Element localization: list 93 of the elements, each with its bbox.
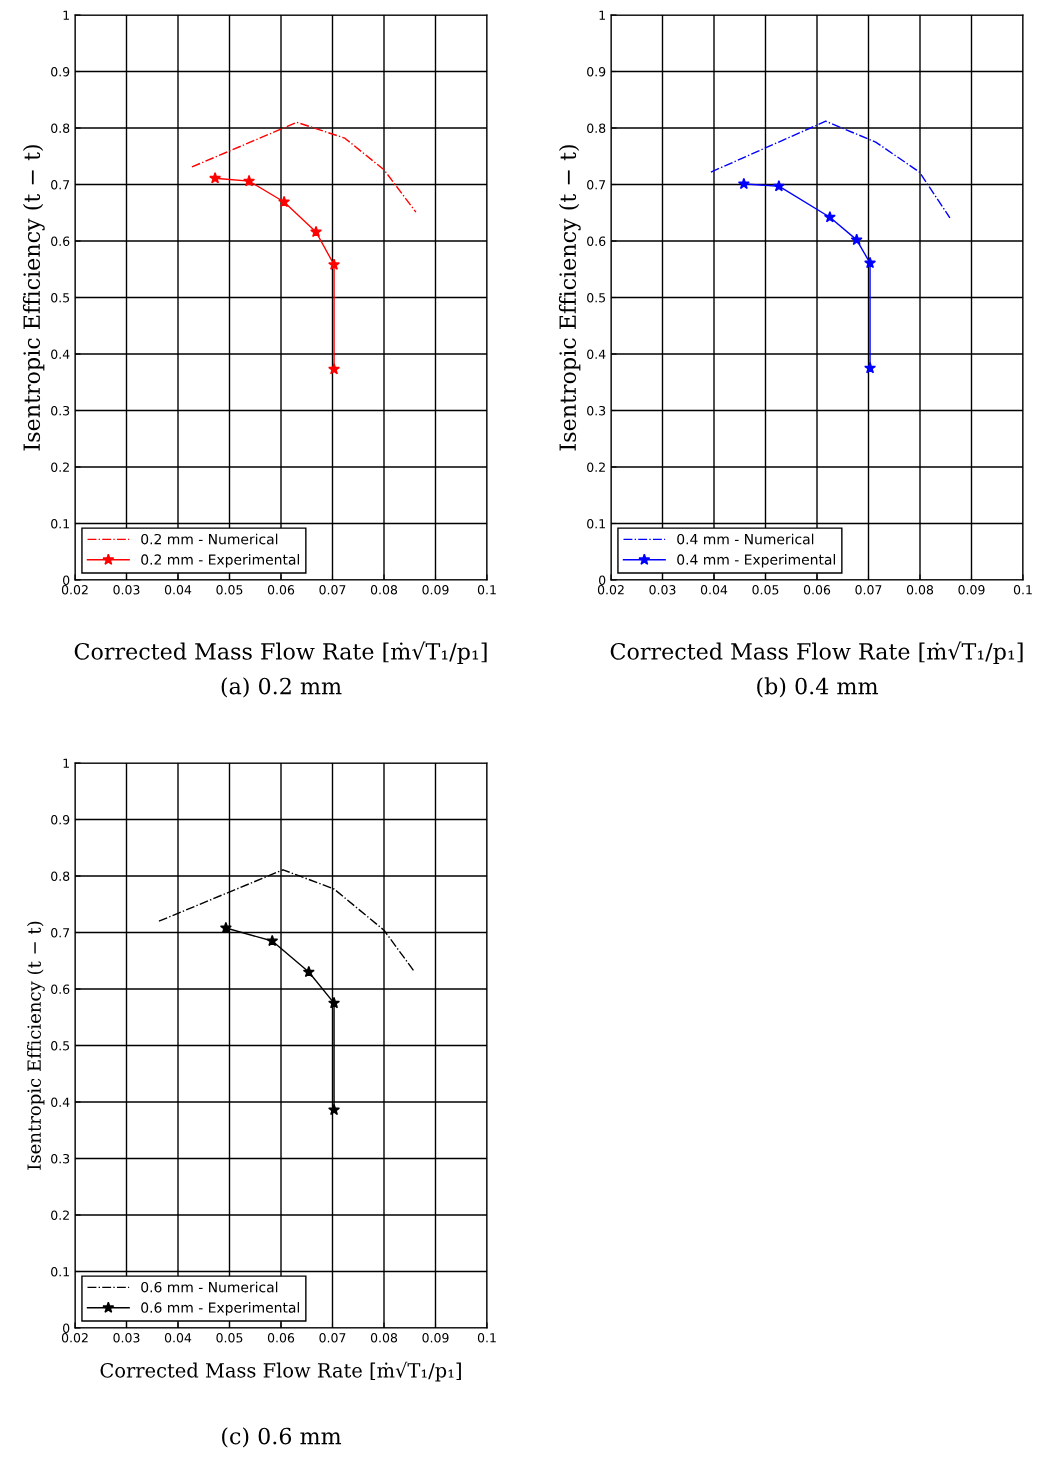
- y-tick-label: 0.2: [51, 1210, 69, 1220]
- y-tick-label: 0.5: [51, 1040, 70, 1051]
- x-axis-title: Corrected Mass Flow Rate [ṁ√T₁/p₁]: [100, 1361, 461, 1382]
- y-axis-title: Isentropic Efficiency (t − t): [558, 145, 581, 451]
- x-tick-label: 0.1: [477, 585, 496, 595]
- y-tick-label: 0.1: [51, 518, 69, 529]
- y-tick-label: 0.9: [51, 66, 70, 77]
- x-tick-label: 0.08: [370, 1333, 398, 1343]
- y-axis-title: Isentropic Efficiency (t − t): [22, 145, 45, 451]
- y-tick-label: 0.8: [51, 871, 70, 881]
- y-tick-label: 0: [599, 575, 606, 585]
- legend-label: 0.6 mm - Numerical: [141, 1281, 278, 1293]
- y-tick-label: 0.2: [587, 462, 605, 472]
- legend-label: 0.6 mm - Experimental: [141, 1302, 299, 1316]
- point: [209, 172, 222, 184]
- text: (b) 0.4 mm: [757, 677, 878, 698]
- x-tick-label: 0.09: [422, 1333, 449, 1343]
- x-tick-label: 0.1: [1013, 585, 1032, 595]
- x-tick-label: 0.09: [422, 585, 449, 595]
- y-tick-label: 1: [63, 758, 69, 768]
- y-tick-label: 0.1: [587, 518, 605, 529]
- x-tick-label: 0.04: [164, 585, 192, 595]
- x-tick-label: 0.02: [61, 1333, 88, 1343]
- point: [266, 934, 279, 947]
- y-tick-label: 0.2: [51, 462, 69, 472]
- line-series: [191, 121, 417, 213]
- point: [328, 1103, 341, 1116]
- x-tick-label: 0.09: [958, 585, 985, 595]
- text: (a) 0.2 mm: [221, 677, 342, 698]
- y-tick-label: 0.4: [51, 1097, 70, 1107]
- point: [864, 361, 877, 374]
- x-tick-label: 0.03: [113, 1333, 140, 1343]
- y-tick-label: 1: [599, 10, 605, 20]
- legend-label: 0.4 mm - Numerical: [677, 533, 814, 545]
- point: [737, 177, 750, 190]
- x-tick-label: 0.06: [267, 1333, 295, 1343]
- legend-label: 0.4 mm - Experimental: [677, 554, 835, 568]
- legend-label: 0.2 mm - Numerical: [141, 533, 278, 545]
- y-tick-label: 0.6: [51, 236, 70, 246]
- x-tick-label: 0.02: [61, 585, 88, 595]
- y-tick-label: 0.3: [51, 1153, 70, 1164]
- point: [278, 195, 291, 208]
- x-tick-label: 0.05: [752, 585, 779, 595]
- text: (c) 0.6 mm: [222, 1427, 342, 1448]
- y-tick-label: 0.7: [587, 179, 606, 190]
- y-axis-title: Isentropic Efficiency (t − t): [26, 921, 45, 1170]
- y-tick-label: 0: [63, 575, 70, 585]
- x-tick-label: 0.03: [113, 585, 140, 595]
- x-tick-label: 0.07: [855, 585, 882, 595]
- x-tick-label: 0.04: [164, 1333, 192, 1343]
- x-tick-label: 0.06: [267, 585, 295, 595]
- point: [328, 258, 341, 270]
- x-tick-label: 0.05: [216, 585, 243, 595]
- x-tick-label: 0.06: [803, 585, 831, 595]
- point: [328, 363, 341, 375]
- x-axis-title: Corrected Mass Flow Rate [ṁ√T₁/p₁]: [74, 641, 487, 665]
- x-tick-label: 0.08: [370, 585, 398, 595]
- point: [850, 233, 863, 246]
- x-tick-label: 0.05: [216, 1333, 243, 1343]
- x-tick-label: 0.1: [477, 1333, 496, 1343]
- point: [310, 225, 322, 238]
- y-tick-label: 0.9: [587, 66, 606, 77]
- y-tick-label: 0.8: [587, 123, 606, 133]
- y-tick-label: 0: [63, 1323, 70, 1333]
- point: [864, 256, 877, 269]
- y-tick-label: 0.5: [587, 292, 606, 303]
- point: [243, 174, 256, 187]
- x-tick-label: 0.07: [319, 585, 346, 595]
- x-tick-label: 0.04: [700, 585, 728, 595]
- point: [328, 996, 341, 1009]
- y-tick-label: 1: [63, 10, 69, 20]
- y-tick-label: 0.8: [51, 123, 70, 133]
- y-tick-label: 0.7: [51, 179, 70, 190]
- point: [823, 211, 836, 223]
- y-tick-label: 0.3: [51, 405, 70, 416]
- y-tick-label: 0.1: [51, 1266, 69, 1277]
- x-tick-label: 0.03: [649, 585, 676, 595]
- x-tick-label: 0.02: [597, 585, 624, 595]
- line-series: [710, 120, 951, 219]
- point: [772, 179, 785, 192]
- x-tick-label: 0.08: [906, 585, 934, 595]
- x-axis-title: Corrected Mass Flow Rate [ṁ√T₁/p₁]: [610, 641, 1023, 665]
- y-tick-label: 0.4: [51, 349, 70, 359]
- y-tick-label: 0.7: [51, 927, 70, 938]
- y-tick-label: 0.6: [51, 984, 70, 994]
- x-tick-label: 0.07: [319, 1333, 346, 1343]
- legend-label: 0.2 mm - Experimental: [141, 554, 299, 568]
- y-tick-label: 0.4: [587, 349, 606, 359]
- y-tick-label: 0.6: [587, 236, 606, 246]
- y-tick-label: 0.3: [587, 405, 606, 416]
- y-tick-label: 0.9: [51, 814, 70, 825]
- point: [302, 965, 315, 978]
- y-tick-label: 0.5: [51, 292, 70, 303]
